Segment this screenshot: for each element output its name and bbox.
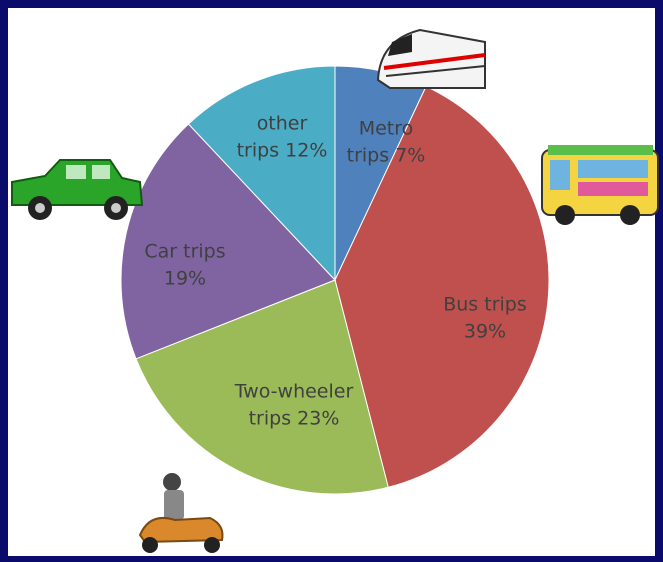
pie-slice (187, 65, 336, 282)
pie-slice (135, 279, 389, 495)
slice-label: Bus trips 39% (435, 291, 535, 344)
bus-icon (541, 145, 659, 225)
value-label: 23% (297, 407, 340, 429)
value-label: 12% (285, 139, 328, 161)
train-icon (376, 28, 486, 89)
pie-slice (120, 123, 336, 360)
category-label: Car trips (144, 240, 226, 263)
category-label: Metro trips (346, 117, 414, 166)
slice-label: Metro trips 7% (339, 115, 434, 168)
category-label: Bus trips (443, 293, 527, 316)
pie-slice (334, 85, 550, 488)
slice-label: Two-wheeler trips 23% (234, 378, 354, 431)
slice-label: Car trips 19% (130, 238, 240, 291)
value-label: 39% (463, 320, 507, 342)
category-label: other trips (236, 112, 308, 161)
value-label: 19% (163, 267, 207, 289)
category-label: Two-wheeler trips (234, 380, 354, 429)
pie (120, 65, 550, 495)
value-label: 7% (395, 144, 426, 166)
scooter-icon (138, 473, 224, 553)
slice-label: other trips 12% (235, 110, 330, 163)
car-icon (11, 159, 144, 220)
